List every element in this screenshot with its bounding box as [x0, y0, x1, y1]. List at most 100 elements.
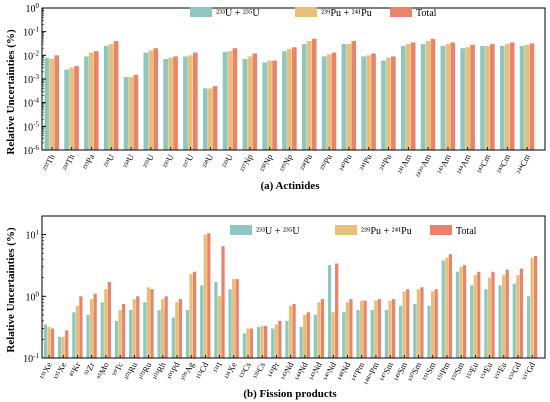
bar-b-10-1 — [189, 273, 193, 358]
x-tick-label-b-12: ¹³¹I — [211, 360, 225, 374]
x-tick-label-a-3: ²³³U — [101, 153, 116, 170]
bar-b-21-0 — [342, 312, 346, 358]
bar-b-31-1 — [487, 277, 492, 358]
y-tick-label-b-1: 101 — [26, 229, 40, 242]
bar-a-14-2 — [331, 52, 337, 150]
bar-a-21-2 — [470, 44, 475, 150]
bar-b-29-0 — [455, 271, 460, 358]
bar-b-5-0 — [114, 320, 119, 358]
bar-a-6-0 — [163, 58, 168, 151]
bar-b-25-1 — [402, 291, 406, 358]
panel-a-ylabel: Relative Uncertainties (%) — [5, 29, 17, 155]
x-tick-label-a-18: ²⁴¹Am — [395, 152, 413, 175]
bar-a-10-0 — [242, 58, 248, 151]
x-tick-label-b-10: ¹⁰⁹Ag — [179, 360, 197, 382]
bar-a-3-0 — [103, 45, 109, 150]
bar-b-24-1 — [388, 300, 392, 358]
bar-b-8-0 — [157, 309, 161, 358]
legend-swatch-0 — [230, 225, 252, 235]
bar-a-17-2 — [391, 56, 396, 150]
bar-a-17-1 — [386, 57, 391, 150]
bar-b-7-0 — [143, 302, 147, 358]
bar-b-8-2 — [164, 296, 168, 358]
bar-b-33-1 — [516, 275, 520, 358]
bar-a-9-0 — [222, 51, 228, 150]
bar-b-9-2 — [178, 299, 183, 358]
legend-swatch-2 — [430, 225, 452, 235]
legend-a: ²³³U + ²³⁵U ²³⁹Pu + ²⁴¹Pu Total — [190, 7, 437, 19]
legend-swatch-1 — [295, 7, 317, 17]
x-tick-label-a-7: ²³⁷U — [180, 153, 195, 170]
bar-a-8-1 — [207, 88, 213, 150]
x-tick-label-a-14: ²³⁹Pu — [318, 152, 335, 172]
bar-b-32-2 — [505, 269, 509, 358]
bar-b-21-2 — [349, 299, 353, 358]
bar-b-1-2 — [65, 330, 69, 358]
bar-b-9-1 — [175, 302, 179, 358]
bar-b-14-0 — [242, 333, 246, 358]
panel-b-caption: (b) Fission products — [243, 388, 337, 400]
bar-b-12-0 — [214, 282, 218, 358]
bar-b-2-1 — [75, 305, 79, 358]
bar-b-3-0 — [86, 314, 90, 358]
x-tick-label-a-13: ²³⁸Pu — [298, 152, 315, 172]
bar-b-26-0 — [413, 303, 417, 358]
bar-a-1-2 — [74, 66, 79, 150]
x-tick-label-a-6: ²³⁶U — [160, 153, 175, 170]
bar-b-1-0 — [57, 336, 62, 358]
x-tick-label-b-14: ¹³³Cs — [237, 361, 253, 380]
x-tick-label-b-13: ¹³¹Xe — [222, 360, 239, 380]
bar-b-33-2 — [519, 268, 524, 358]
x-tick-label-a-17: ²⁴²Pu — [377, 152, 394, 172]
bar-a-13-2 — [311, 38, 317, 150]
bar-a-20-0 — [440, 45, 446, 150]
plot-frame-b — [41, 215, 546, 359]
x-tick-label-a-20: ²⁴³Am — [435, 152, 453, 175]
y-tick-label-a--6: 10-6 — [23, 144, 39, 157]
bar-a-22-1 — [485, 45, 490, 150]
bar-b-22-0 — [356, 309, 360, 358]
bar-b-26-2 — [420, 287, 424, 358]
bar-a-19-1 — [425, 41, 431, 150]
bar-b-9-0 — [171, 317, 175, 358]
bar-b-18-1 — [303, 314, 307, 358]
bar-a-4-1 — [128, 77, 134, 150]
bar-a-13-1 — [306, 41, 312, 150]
bar-b-17-0 — [285, 320, 289, 358]
bar-b-26-1 — [416, 289, 421, 358]
y-tick-label-a--4: 10-4 — [23, 97, 39, 110]
bar-a-16-2 — [371, 53, 376, 150]
legend-b: ²³³U + ²³⁵U ²³⁹Pu + ²⁴¹Pu Total — [230, 225, 477, 237]
bar-b-23-0 — [370, 309, 374, 358]
x-tick-label-b-26: ¹⁵⁰Sm — [406, 360, 424, 383]
x-tick-label-a-4: ²³⁴U — [121, 153, 136, 170]
bar-a-7-0 — [183, 56, 188, 150]
bar-a-13-0 — [301, 44, 307, 151]
bar-b-11-1 — [203, 234, 207, 358]
x-tick-label-b-11: ¹¹³Cd — [194, 360, 211, 381]
bar-a-2-1 — [89, 52, 94, 150]
bar-a-24-2 — [529, 43, 535, 151]
bar-b-25-0 — [399, 305, 403, 358]
bar-b-20-1 — [331, 312, 335, 358]
bar-b-16-2 — [278, 320, 282, 358]
legend-swatch-0 — [190, 7, 212, 17]
bar-b-0-0 — [43, 324, 48, 358]
bar-b-7-1 — [146, 287, 151, 358]
legend-label-1: ²³⁹Pu + ²⁴¹Pu — [321, 8, 372, 19]
bar-a-20-1 — [445, 44, 451, 151]
bar-a-24-1 — [524, 44, 530, 150]
bar-a-0-0 — [44, 57, 50, 150]
x-tick-label-a-10: ²³⁷Np — [238, 153, 255, 174]
x-tick-label-a-5: ²³⁵U — [141, 153, 156, 170]
x-tick-label-b-2: ⁸⁵Kr — [67, 360, 82, 378]
bar-b-1-1 — [61, 336, 65, 358]
bar-a-23-2 — [509, 42, 515, 150]
bar-a-12-0 — [282, 51, 287, 150]
bar-a-19-2 — [430, 38, 436, 150]
bar-a-23-0 — [499, 45, 505, 150]
bar-b-23-2 — [377, 299, 381, 358]
bar-a-3-1 — [108, 44, 114, 151]
bar-b-27-0 — [427, 305, 431, 358]
plot-area-actinides: ²³²Th ²³³Th ²³³Pa ²³³U ²³⁴U ²³⁵U ²³⁶U ²³⁷U ²³⁸U ²… — [23, 2, 546, 179]
